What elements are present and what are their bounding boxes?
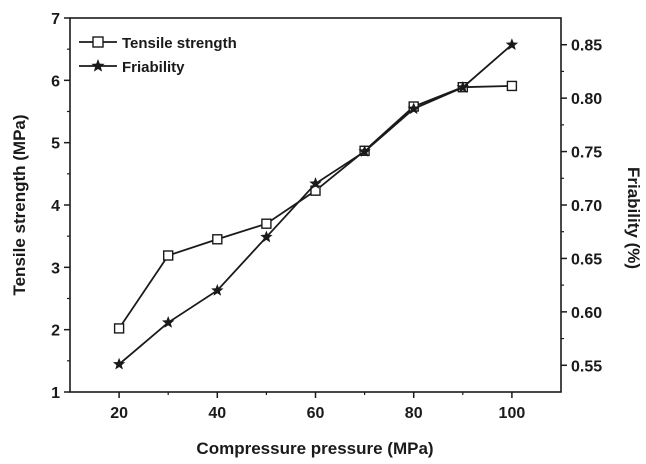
series-line-tensile-strength (118, 85, 512, 329)
x-tick-label: 60 (307, 405, 325, 422)
x-tick-label: 80 (405, 405, 423, 422)
legend: Tensile strength Friability (79, 35, 237, 76)
y-right-tick-label: 0.85 (571, 38, 602, 55)
data-point-star (505, 38, 519, 50)
legend-marker-star-icon (91, 59, 105, 72)
data-point-star (358, 145, 371, 157)
x-axis-title: Compressure pressure (MPa) (196, 439, 433, 458)
y-right-tick-label: 0.65 (571, 251, 602, 268)
y-left-tick-label: 7 (51, 11, 60, 28)
legend-label-tensile-strength: Tensile strength (122, 35, 237, 52)
x-tick-label: 40 (208, 405, 226, 422)
y-right-tick-label: 0.55 (571, 358, 602, 375)
y-right-tick-label: 0.80 (571, 91, 602, 108)
data-point-square (113, 323, 125, 334)
y-left-tick-label: 1 (51, 385, 60, 402)
y-right-axis-title: Friability (%) (624, 167, 643, 269)
bottom-axis: 20 40 60 80 100 (110, 392, 525, 422)
data-point-square (212, 234, 223, 245)
data-point-square (261, 218, 272, 229)
data-point-square (162, 250, 174, 261)
legend-label-friability: Friability (122, 59, 185, 76)
x-tick-label: 100 (499, 405, 526, 422)
data-point-square (506, 80, 518, 92)
data-point-star (162, 316, 175, 328)
y-right-tick-label: 0.60 (571, 305, 602, 322)
y-right-tick-label: 0.75 (571, 145, 602, 162)
y-left-tick-label: 2 (51, 323, 60, 340)
y-left-tick-label: 3 (51, 260, 60, 277)
data-point-star (211, 283, 224, 296)
y-left-tick-label: 4 (51, 198, 60, 215)
x-tick-label: 20 (110, 405, 128, 422)
data-point-star (407, 102, 420, 115)
data-point-star (260, 230, 273, 243)
y-left-tick-label: 6 (51, 73, 60, 90)
left-axis: 1 2 3 4 5 6 7 (51, 11, 70, 402)
legend-item-friability: Friability (79, 59, 185, 76)
legend-item-tensile-strength: Tensile strength (79, 35, 237, 52)
data-point-star (112, 357, 126, 370)
series-line-friability (118, 44, 513, 365)
series-layer (112, 38, 519, 370)
y-right-tick-label: 0.70 (571, 198, 602, 215)
y-left-tick-label: 5 (51, 136, 60, 153)
legend-marker-square-icon (92, 36, 104, 48)
right-axis: 0.55 0.60 0.65 0.70 0.75 0.80 0.85 (561, 38, 602, 375)
data-point-star (456, 80, 469, 93)
y-left-axis-title: Tensile strength (MPa) (10, 114, 29, 295)
data-point-star (309, 177, 322, 189)
